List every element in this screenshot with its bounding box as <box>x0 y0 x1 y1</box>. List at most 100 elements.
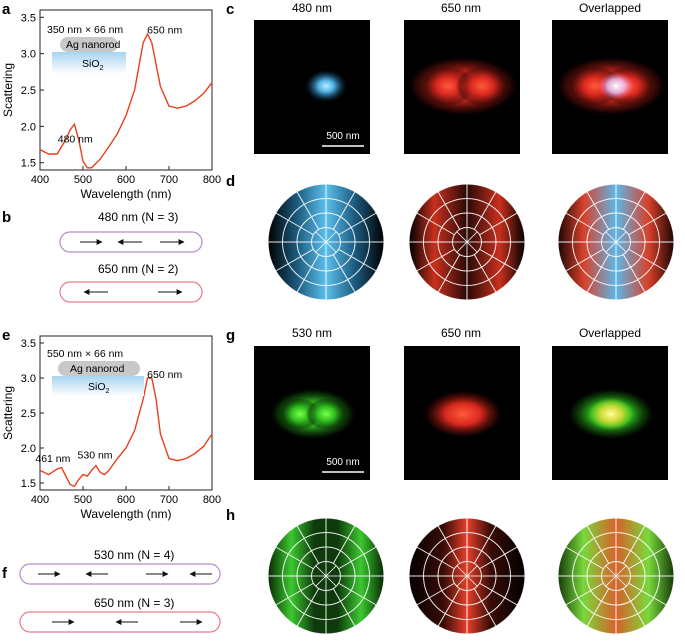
polar-spoke <box>275 582 314 606</box>
g-title-1: 530 nm <box>292 326 332 340</box>
y-tick-label: 3.0 <box>21 373 36 385</box>
polar-spoke-inner <box>605 565 627 587</box>
polar-spoke <box>622 588 646 627</box>
g-title-2: 650 nm <box>441 326 481 340</box>
polar-spoke-inner <box>315 231 337 253</box>
panel-label-d: d <box>226 173 235 190</box>
mode-650-e-label: 650 nm (N = 3) <box>94 596 174 610</box>
nearfield-650-e <box>404 346 520 480</box>
series-line <box>39 377 213 488</box>
polar-spoke <box>586 588 610 627</box>
polar-spoke-inner <box>456 565 478 587</box>
x-axis-label: Wavelength (nm) <box>81 507 172 521</box>
farfield-650-e <box>408 517 526 635</box>
y-tick-label: 1.5 <box>21 478 36 490</box>
y-axis-label: Scattering <box>1 63 15 117</box>
nearfield-overlap-e <box>552 346 668 480</box>
polar-spoke-inner <box>315 565 337 587</box>
x-tick-label: 600 <box>117 494 135 506</box>
rod-outline <box>19 611 221 633</box>
polar-spoke <box>416 582 455 606</box>
y-tick-label: 2.0 <box>21 121 36 133</box>
y-tick-label: 3.5 <box>21 12 36 24</box>
polar-spoke <box>622 525 646 564</box>
farfield-530 <box>267 517 385 635</box>
polar-spoke <box>275 546 314 570</box>
polar-spoke <box>437 191 461 230</box>
polar-spoke <box>416 248 455 272</box>
mode-650-label: 650 nm (N = 2) <box>98 262 178 276</box>
polar-spoke <box>473 525 497 564</box>
polar-spoke <box>437 254 461 293</box>
polar-spoke <box>473 588 497 627</box>
polar-spoke <box>628 212 667 236</box>
inset-rod-e: Ag nanorod <box>70 363 124 375</box>
polar-spoke <box>479 582 518 606</box>
polar-spoke <box>332 191 356 230</box>
panel-label-a: a <box>2 1 11 18</box>
polar-spoke <box>565 582 604 606</box>
polar-spoke <box>479 212 518 236</box>
polar-spoke <box>332 254 356 293</box>
c-title-3: Overlapped <box>579 1 641 15</box>
farfield-650-a <box>408 183 526 301</box>
inset-a: 350 nm × 66 nm Ag nanorod SiO2 <box>47 24 126 74</box>
peak-annotation: 530 nm <box>78 450 113 462</box>
polar-spoke <box>275 212 314 236</box>
y-tick-label: 1.5 <box>21 158 36 170</box>
polar-spoke <box>437 588 461 627</box>
x-tick-label: 800 <box>203 174 221 186</box>
polar-spoke <box>586 525 610 564</box>
y-tick-label: 2.5 <box>21 85 36 97</box>
polar-spoke <box>437 525 461 564</box>
inset-rod-a: Ag nanorod <box>66 39 120 51</box>
x-tick-label: 500 <box>74 174 92 186</box>
polar-spoke <box>338 546 377 570</box>
y-tick-label: 3.5 <box>21 338 36 350</box>
scalebar-label: 500 nm <box>326 457 359 468</box>
panel-label-f: f <box>2 565 8 582</box>
inset-sio2-e: SiO2 <box>88 381 110 395</box>
x-tick-label: 700 <box>160 174 178 186</box>
x-tick-label: 700 <box>160 494 178 506</box>
polar-spoke-inner <box>456 231 478 253</box>
polar-spoke <box>332 525 356 564</box>
rod-outline <box>59 231 203 253</box>
peak-annotation: 650 nm <box>147 369 182 381</box>
peak-annotation: 480 nm <box>58 133 93 145</box>
chart-e: 400 500 600 700 800 1.5 2.0 2.5 3.0 3.5 Wavelength… <box>1 335 221 521</box>
polar-spoke <box>296 588 320 627</box>
polar-spoke <box>416 212 455 236</box>
peak-annotation: 650 nm <box>147 24 182 36</box>
mode-650-e: 650 nm (N = 3) <box>19 596 221 633</box>
polar-spoke <box>416 546 455 570</box>
x-tick-label: 600 <box>117 174 135 186</box>
x-tick-label: 800 <box>203 494 221 506</box>
nanorod <box>60 37 118 52</box>
panel-label-e: e <box>2 327 10 344</box>
polar-spoke <box>338 212 377 236</box>
polar-spoke <box>628 582 667 606</box>
polar-spoke <box>473 191 497 230</box>
y-tick-label: 2.0 <box>21 443 36 455</box>
panel-label-h: h <box>226 507 235 524</box>
peak-annotation: 461 nm <box>35 453 70 465</box>
polar-spoke-inner <box>605 231 627 253</box>
mode-530-label: 530 nm (N = 4) <box>94 548 174 562</box>
mode-650-a: 650 nm (N = 2) <box>59 262 203 303</box>
mode-530: 530 nm (N = 4) <box>19 548 221 585</box>
polar-spoke <box>338 582 377 606</box>
mode-480-label: 480 nm (N = 3) <box>98 210 178 224</box>
farfield-overlap-a <box>557 183 675 301</box>
polar-spoke <box>332 588 356 627</box>
x-tick-label: 400 <box>31 174 49 186</box>
inset-size-e: 550 nm × 66 nm <box>47 348 123 360</box>
y-axis-label: Scattering <box>1 386 15 440</box>
nanorod <box>58 361 140 376</box>
mode-480: 480 nm (N = 3) <box>59 210 203 253</box>
polar-spoke <box>586 191 610 230</box>
x-axis-label: Wavelength (nm) <box>81 187 172 201</box>
polar-spoke <box>565 546 604 570</box>
polar-spoke <box>622 191 646 230</box>
